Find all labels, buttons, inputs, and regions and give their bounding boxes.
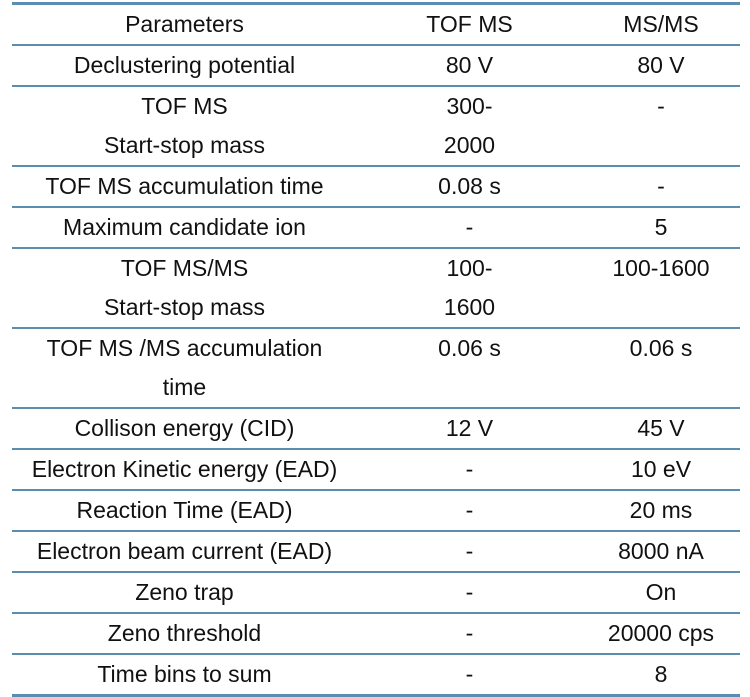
cell-text: 0.06 s [438, 335, 501, 361]
table-row: TOF MS Start-stop mass 300- 2000 - [12, 86, 740, 167]
tof-ms-cell: - [357, 572, 582, 614]
cell-text: - [465, 661, 474, 687]
ms-ms-cell: - [582, 166, 740, 208]
cell-text: Collison energy (CID) [74, 415, 295, 441]
ms-ms-cell: 20 ms [582, 490, 740, 532]
parameter-cell: Declustering potential [12, 45, 357, 87]
parameter-cell: TOF MS accumulation time [12, 166, 357, 208]
parameters-table: Parameters TOF MS MS/MS Declustering potent… [12, 2, 740, 697]
tof-ms-cell: - [357, 449, 582, 491]
cell-text: 80 V [445, 52, 494, 78]
parameter-cell: TOF MS Start-stop mass [12, 86, 357, 167]
column-header-label: TOF MS [426, 11, 513, 37]
tof-ms-cell: 80 V [357, 45, 582, 87]
parameter-cell: TOF MS /MS accumulation time [12, 328, 357, 409]
cell-text: - [465, 579, 474, 605]
table-row: Declustering potential 80 V 80 V [12, 45, 740, 87]
cell-text: - [465, 620, 474, 646]
cell-text: - [465, 456, 474, 482]
cell-text: 20 ms [629, 497, 693, 523]
table-row: Zeno threshold - 20000 cps [12, 613, 740, 655]
column-header: Parameters [12, 3, 357, 46]
table-row: Electron beam current (EAD) - 8000 nA [12, 531, 740, 573]
ms-ms-cell: - [582, 86, 740, 167]
column-header: MS/MS [582, 3, 740, 46]
cell-text: Electron beam current (EAD) [36, 538, 333, 564]
ms-ms-cell: 20000 cps [582, 613, 740, 655]
cell-text: Reaction Time (EAD) [76, 497, 293, 523]
table-row: Reaction Time (EAD) - 20 ms [12, 490, 740, 532]
cell-text: Declustering potential [73, 52, 296, 78]
cell-text: time [162, 374, 207, 400]
column-header: TOF MS [357, 3, 582, 46]
cell-text: 100-1600 [612, 255, 710, 281]
cell-text: 300- [446, 93, 493, 119]
table-row: TOF MS /MS accumulation time 0.06 s 0.06 s [12, 328, 740, 409]
ms-ms-cell: 5 [582, 207, 740, 249]
parameter-cell: Electron Kinetic energy (EAD) [12, 449, 357, 491]
cell-text: - [465, 214, 474, 240]
cell-text: Zeno threshold [107, 620, 262, 646]
column-header-label: MS/MS [623, 11, 699, 37]
parameter-cell: Collison energy (CID) [12, 408, 357, 450]
cell-text: Start-stop mass [103, 132, 266, 158]
header-row: Parameters TOF MS MS/MS [12, 3, 740, 46]
ms-ms-cell: 80 V [582, 45, 740, 87]
cell-text: 12 V [445, 415, 494, 441]
cell-text: TOF MS accumulation time [45, 173, 324, 199]
table-row: TOF MS/MS Start-stop mass 100- 1600 100-1600 [12, 248, 740, 329]
parameter-cell: Zeno trap [12, 572, 357, 614]
cell-text: 20000 cps [607, 620, 715, 646]
parameter-cell: Zeno threshold [12, 613, 357, 655]
tof-ms-cell: 0.08 s [357, 166, 582, 208]
cell-text: 100- [446, 255, 493, 281]
table-row: Zeno trap - On [12, 572, 740, 614]
column-header-label: Parameters [125, 11, 244, 37]
cell-text: 0.06 s [629, 335, 693, 361]
cell-text: 8000 nA [618, 538, 704, 564]
table-row: Collison energy (CID) 12 V 45 V [12, 408, 740, 450]
cell-text: 2000 [443, 132, 496, 158]
tof-ms-cell: 100- 1600 [357, 248, 582, 329]
ms-ms-cell: 8000 nA [582, 531, 740, 573]
tof-ms-cell: - [357, 207, 582, 249]
cell-text: 1600 [443, 294, 496, 320]
cell-text: - [465, 538, 474, 564]
tof-ms-cell: - [357, 613, 582, 655]
tof-ms-cell: 12 V [357, 408, 582, 450]
cell-text: 10 eV [630, 456, 692, 482]
ms-ms-cell: 10 eV [582, 449, 740, 491]
cell-text: TOF MS [141, 93, 228, 119]
cell-text: TOF MS /MS accumulation [46, 335, 323, 361]
cell-text: Electron Kinetic energy (EAD) [31, 456, 338, 482]
cell-text: - [465, 497, 474, 523]
cell-text: 0.08 s [438, 173, 501, 199]
cell-text: Maximum candidate ion [63, 214, 306, 240]
tof-ms-cell: 300- 2000 [357, 86, 582, 167]
cell-text: TOF MS/MS [120, 255, 249, 281]
cell-text: - [657, 93, 665, 119]
parameter-cell: Reaction Time (EAD) [12, 490, 357, 532]
ms-ms-cell: On [582, 572, 740, 614]
cell-text: - [657, 173, 665, 199]
tof-ms-cell: - [357, 531, 582, 573]
tof-ms-cell: - [357, 654, 582, 696]
cell-text: Zeno trap [135, 579, 234, 605]
cell-text: 5 [654, 214, 668, 240]
cell-text: 80 V [637, 52, 685, 78]
tof-ms-cell: - [357, 490, 582, 532]
cell-text: On [645, 579, 677, 605]
parameter-cell: Electron beam current (EAD) [12, 531, 357, 573]
parameter-cell: Maximum candidate ion [12, 207, 357, 249]
ms-ms-cell: 0.06 s [582, 328, 740, 409]
parameter-cell: TOF MS/MS Start-stop mass [12, 248, 357, 329]
cell-text: 45 V [637, 415, 685, 441]
ms-ms-cell: 100-1600 [582, 248, 740, 329]
table-row: Maximum candidate ion - 5 [12, 207, 740, 249]
table-row: TOF MS accumulation time 0.08 s - [12, 166, 740, 208]
table-row: Electron Kinetic energy (EAD) - 10 eV [12, 449, 740, 491]
ms-ms-cell: 45 V [582, 408, 740, 450]
tof-ms-cell: 0.06 s [357, 328, 582, 409]
cell-text: Start-stop mass [103, 294, 266, 320]
